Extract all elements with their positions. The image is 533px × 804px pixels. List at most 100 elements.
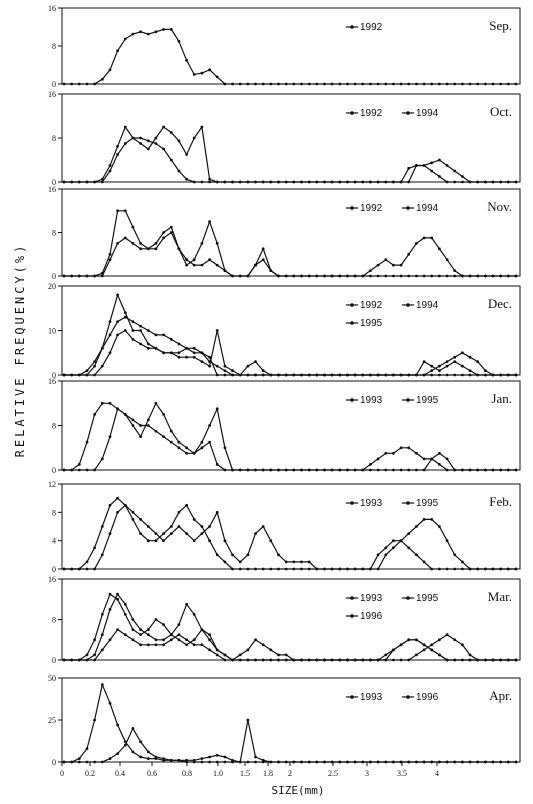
- data-point: [514, 180, 518, 184]
- data-point: [369, 274, 372, 278]
- data-point: [177, 247, 181, 251]
- data-point: [146, 147, 150, 151]
- data-point: [407, 638, 411, 642]
- data-point: [399, 82, 403, 86]
- data-point: [323, 373, 326, 377]
- data-point: [422, 648, 426, 652]
- panel-frame: [61, 578, 521, 661]
- data-point: [185, 58, 189, 62]
- data-point: [514, 274, 518, 278]
- legend-label: 1993: [360, 395, 383, 406]
- data-point: [146, 525, 150, 528]
- y-tick-label: 0: [52, 466, 56, 475]
- data-point: [307, 82, 311, 86]
- y-tick-label: 8: [52, 616, 56, 625]
- data-point: [392, 648, 395, 652]
- data-point: [208, 633, 212, 637]
- data-point: [353, 373, 357, 377]
- y-tick-label: 16: [48, 575, 56, 584]
- data-point: [338, 274, 342, 278]
- data-point: [323, 760, 326, 764]
- data-point: [70, 82, 74, 86]
- data-point: [277, 760, 280, 764]
- data-point: [453, 658, 457, 662]
- data-point: [284, 373, 288, 377]
- data-point: [284, 468, 288, 472]
- data-point: [292, 82, 296, 86]
- data-point: [93, 364, 96, 368]
- series-line-1996: [64, 628, 516, 661]
- data-point: [445, 539, 449, 543]
- y-tick-label: 12: [48, 480, 56, 489]
- month-label: Nov.: [487, 199, 512, 214]
- data-point: [108, 435, 112, 438]
- data-point: [154, 142, 158, 145]
- data-point: [292, 468, 296, 472]
- y-tick-label: 0: [52, 656, 56, 665]
- data-point: [369, 468, 372, 472]
- data-point: [62, 274, 66, 278]
- data-point: [254, 755, 257, 759]
- data-point: [100, 401, 104, 405]
- data-point: [185, 503, 189, 507]
- data-point: [384, 546, 388, 550]
- data-point: [445, 274, 449, 278]
- data-point: [154, 247, 158, 251]
- data-point: [415, 164, 418, 167]
- data-point: [277, 82, 280, 86]
- data-point: [108, 757, 112, 760]
- data-point: [338, 658, 342, 662]
- data-point: [123, 315, 127, 319]
- data-point: [506, 658, 510, 662]
- data-point: [100, 457, 104, 461]
- data-point: [223, 658, 227, 662]
- data-point: [177, 510, 181, 514]
- data-point: [177, 351, 181, 355]
- data-point: [70, 373, 74, 377]
- data-point: [162, 28, 166, 31]
- data-point: [77, 82, 81, 86]
- data-point: [300, 760, 303, 764]
- data-point: [192, 451, 196, 455]
- data-point: [116, 723, 119, 727]
- data-point: [246, 274, 250, 278]
- data-point: [292, 567, 296, 571]
- series-line-1992: [64, 125, 516, 183]
- data-point: [192, 613, 196, 616]
- data-point: [192, 355, 196, 359]
- data-point: [131, 320, 135, 323]
- data-point: [77, 760, 81, 764]
- data-point: [422, 518, 426, 521]
- data-point: [139, 142, 143, 145]
- data-point: [85, 369, 89, 372]
- data-point: [422, 468, 426, 472]
- data-point: [292, 373, 296, 377]
- data-point: [116, 407, 119, 411]
- data-point: [93, 413, 96, 416]
- data-point: [430, 648, 434, 652]
- data-point: [131, 418, 135, 422]
- legend-label: 1993: [360, 692, 383, 703]
- data-point: [338, 82, 342, 86]
- data-point: [399, 658, 403, 662]
- data-point: [177, 758, 181, 762]
- data-point: [162, 638, 166, 642]
- panel-frame: [61, 188, 521, 277]
- data-point: [223, 539, 227, 543]
- data-point: [376, 468, 380, 472]
- data-point: [123, 37, 127, 41]
- data-point: [284, 760, 288, 764]
- data-point: [139, 30, 143, 34]
- data-point: [323, 180, 326, 184]
- data-point: [292, 180, 296, 184]
- data-point: [269, 269, 273, 272]
- data-point: [277, 567, 280, 571]
- data-point: [139, 532, 143, 535]
- data-point: [292, 760, 296, 764]
- data-point: [208, 525, 212, 528]
- data-point: [269, 760, 273, 764]
- data-point: [445, 360, 449, 363]
- data-point: [491, 658, 495, 662]
- data-point: [353, 274, 357, 278]
- data-point: [139, 518, 143, 521]
